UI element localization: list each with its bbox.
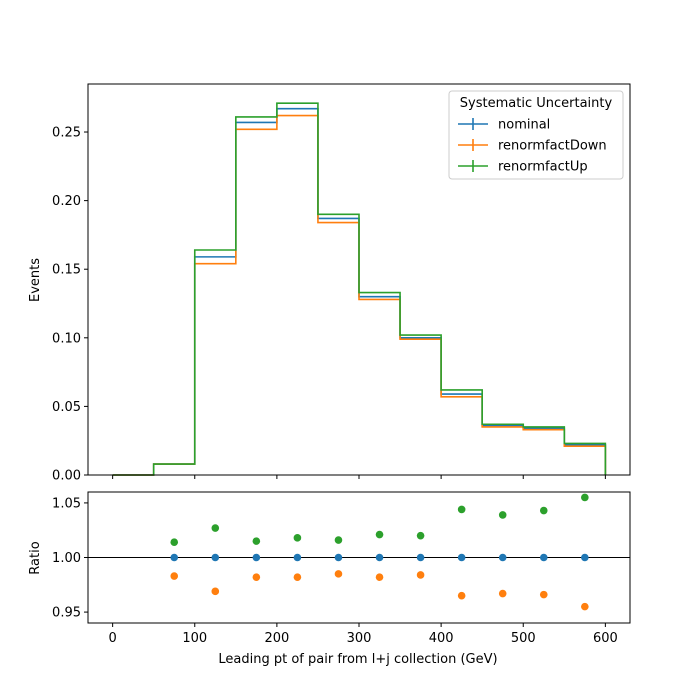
- ratio-point-renormfactUp: [293, 534, 302, 542]
- ratio-point-renormfactUp: [581, 493, 589, 502]
- ratio-point-nominal: [293, 553, 302, 562]
- ratio-x-axis: 0 100 200 300 400 500 600: [108, 623, 618, 646]
- ratio-point-renormfactDown: [375, 573, 384, 581]
- histogram-series: [112, 102, 607, 476]
- ratio-point-renormfactDown: [581, 602, 589, 611]
- ratio-point-renormfactDown: [498, 589, 507, 598]
- ratio-point-renormfactUp: [498, 511, 507, 519]
- ratio-point-nominal: [539, 553, 548, 562]
- legend-label: renormfactDown: [498, 139, 607, 154]
- ratio-point-renormfactUp: [170, 538, 179, 547]
- legend-title: Systematic Uncertainty: [460, 96, 613, 111]
- ratio-point-nominal: [334, 553, 343, 562]
- main-y-tick-label: 0.05: [52, 400, 81, 415]
- ratio-point-renormfactDown: [170, 572, 179, 580]
- ratio-point-renormfactDown: [293, 573, 302, 581]
- legend-box: [448, 90, 624, 180]
- main-panel: 0.00 0.05 0.10 0.15 0.20 0.25 Events Systemat…: [28, 83, 631, 484]
- ratio-panel: 0.95 1.00 1.05 0 100 200 300 400 500 600 Ratio L…: [28, 491, 631, 667]
- ratio-point-renormfactUp: [539, 506, 548, 515]
- ratio-point-nominal: [498, 553, 507, 562]
- ratio-point-renormfactDown: [334, 570, 343, 578]
- ratio-point-nominal: [375, 553, 384, 562]
- ratio-y-tick-label: 1.00: [52, 551, 81, 566]
- ratio-point-renormfactUp: [334, 536, 343, 544]
- main-x-ticks: [112, 475, 606, 479]
- ratio-point-nominal: [252, 553, 261, 562]
- ratio-x-tick-label: 0: [108, 631, 116, 646]
- ratio-point-nominal: [416, 553, 425, 562]
- ratio-point-nominal: [211, 553, 220, 562]
- ratio-x-tick-label: 400: [429, 631, 454, 646]
- ratio-point-renormfactUp: [457, 505, 466, 514]
- ratio-x-tick-label: 300: [347, 631, 372, 646]
- ratio-point-renormfactUp: [375, 530, 384, 539]
- ratio-x-tick-label: 100: [182, 631, 207, 646]
- ratio-point-renormfactUp: [211, 524, 220, 532]
- ratio-y-tick-label: 0.95: [52, 606, 81, 621]
- legend-items: nominal renormfactDown renormfactUp: [458, 118, 607, 175]
- main-y-tick-label: 0.00: [52, 469, 81, 484]
- ratio-point-renormfactUp: [252, 537, 261, 545]
- ratio-point-renormfactDown: [211, 587, 220, 596]
- ratio-x-tick-label: 200: [264, 631, 289, 646]
- ratio-y-axis-label: Ratio: [28, 541, 43, 574]
- ratio-point-renormfactDown: [457, 591, 466, 600]
- ratio-point-nominal: [457, 553, 466, 562]
- ratio-point-renormfactUp: [416, 531, 425, 540]
- ratio-x-tick-label: 600: [593, 631, 618, 646]
- legend-label: renormfactUp: [498, 160, 588, 175]
- ratio-point-renormfactDown: [539, 590, 548, 599]
- histogram-line-renormfactUp: [112, 102, 607, 476]
- ratio-point-nominal: [170, 553, 179, 562]
- main-y-tick-label: 0.15: [52, 263, 81, 278]
- main-y-axis: 0.00 0.05 0.10 0.15 0.20 0.25: [52, 126, 88, 484]
- ratio-points: [170, 493, 589, 611]
- legend: Systematic Uncertainty nominal renormfact…: [448, 90, 624, 180]
- main-y-axis-label: Events: [28, 258, 43, 302]
- legend-label: nominal: [498, 118, 550, 133]
- ratio-point-renormfactDown: [252, 573, 261, 581]
- main-y-tick-label: 0.20: [52, 194, 81, 209]
- ratio-point-nominal: [581, 553, 589, 562]
- x-axis-label: Leading pt of pair from l+j collection (…: [218, 652, 497, 667]
- main-y-tick-label: 0.25: [52, 126, 81, 141]
- ratio-y-axis: 0.95 1.00 1.05: [52, 496, 88, 621]
- ratio-point-renormfactDown: [416, 571, 425, 579]
- ratio-x-tick-label: 500: [511, 631, 536, 646]
- main-y-tick-label: 0.10: [52, 331, 81, 346]
- ratio-y-tick-label: 1.05: [52, 496, 81, 511]
